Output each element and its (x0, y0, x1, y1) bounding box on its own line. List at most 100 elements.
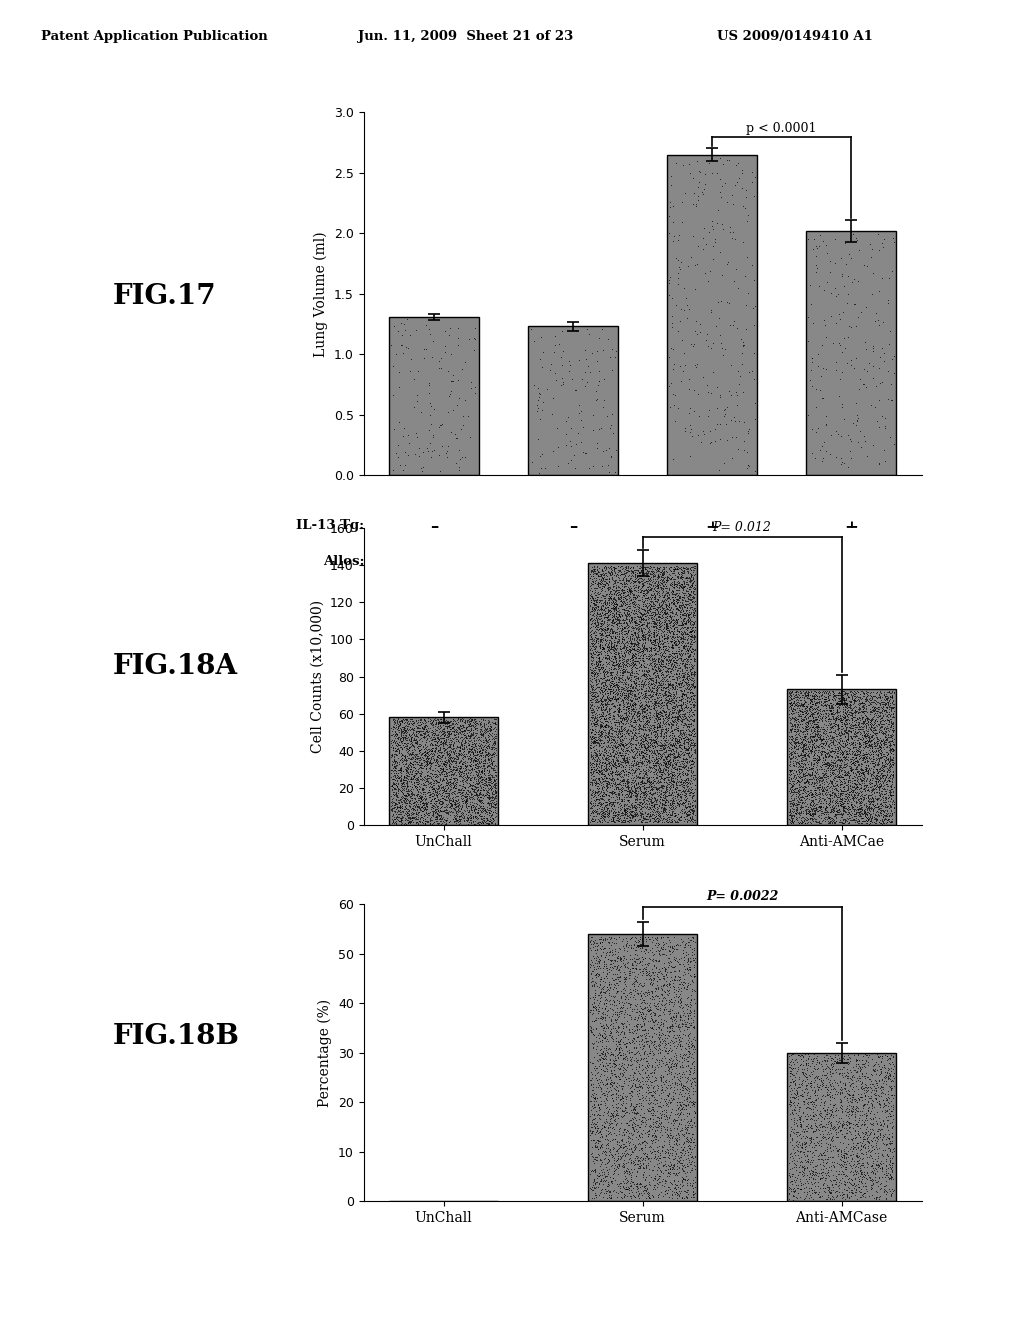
Point (626, 639, 642, 660)
Point (482, 771, 499, 792)
Point (677, 1078, 693, 1100)
Point (588, 1064, 604, 1085)
Point (608, 711, 625, 733)
Point (817, 801, 834, 822)
Point (698, 234, 715, 255)
Point (861, 784, 878, 805)
Point (599, 990, 615, 1011)
Point (795, 744, 811, 766)
Point (416, 726, 432, 747)
Point (587, 750, 603, 771)
Point (686, 632, 702, 653)
Point (824, 737, 841, 758)
Point (788, 800, 805, 821)
Point (441, 771, 458, 792)
Point (604, 767, 621, 788)
Point (666, 558, 682, 579)
Point (409, 747, 425, 768)
Point (810, 812, 826, 833)
Point (656, 681, 673, 702)
Point (798, 1127, 814, 1148)
Point (867, 796, 884, 817)
Point (731, 374, 748, 395)
Point (852, 686, 868, 708)
Point (797, 690, 813, 711)
Point (859, 1129, 876, 1150)
Point (811, 236, 827, 257)
Point (611, 587, 628, 609)
Point (622, 1049, 638, 1071)
Point (636, 730, 652, 751)
Point (615, 1134, 632, 1155)
Point (403, 729, 420, 750)
Point (873, 781, 890, 803)
Point (826, 767, 843, 788)
Point (685, 972, 701, 993)
Point (805, 717, 821, 738)
Point (658, 706, 675, 727)
Point (607, 785, 624, 807)
Point (781, 686, 798, 708)
Point (600, 1180, 616, 1201)
Point (681, 612, 697, 634)
Point (444, 721, 461, 742)
Point (679, 598, 695, 619)
Point (474, 721, 490, 742)
Point (637, 1063, 653, 1084)
Point (813, 1068, 829, 1089)
Point (610, 698, 627, 719)
Point (660, 667, 677, 688)
Point (616, 579, 633, 601)
Point (617, 1089, 634, 1110)
Point (884, 771, 900, 792)
Point (428, 750, 444, 771)
Point (593, 792, 609, 813)
Point (598, 993, 614, 1014)
Point (412, 714, 428, 735)
Point (655, 808, 672, 829)
Point (397, 784, 414, 805)
Point (658, 748, 675, 770)
Point (625, 700, 641, 721)
Point (450, 717, 466, 738)
Point (641, 1183, 657, 1204)
Point (440, 360, 457, 381)
Point (830, 690, 847, 711)
Point (801, 759, 817, 780)
Point (596, 755, 612, 776)
Point (608, 644, 625, 665)
Point (867, 754, 884, 775)
Point (613, 1044, 630, 1065)
Point (456, 743, 472, 764)
Point (671, 775, 687, 796)
Point (668, 1163, 684, 1184)
Point (683, 950, 699, 972)
Point (829, 787, 846, 808)
Point (648, 1117, 665, 1138)
Point (601, 640, 617, 661)
Point (728, 426, 744, 447)
Point (665, 1088, 681, 1109)
Point (681, 1022, 697, 1043)
Point (636, 651, 652, 672)
Point (626, 1032, 642, 1053)
Point (621, 783, 637, 804)
Point (828, 420, 845, 441)
Point (792, 1179, 808, 1200)
Point (605, 799, 622, 820)
Point (797, 789, 813, 810)
Point (649, 561, 666, 582)
Point (614, 766, 631, 787)
Point (677, 730, 693, 751)
Point (398, 801, 415, 822)
Point (857, 809, 873, 830)
Point (391, 729, 408, 750)
Point (615, 1088, 632, 1109)
Point (665, 714, 681, 735)
Point (387, 442, 403, 463)
Point (623, 927, 639, 948)
Point (583, 616, 599, 638)
Point (680, 1094, 696, 1115)
Point (852, 697, 868, 718)
Point (880, 758, 896, 779)
